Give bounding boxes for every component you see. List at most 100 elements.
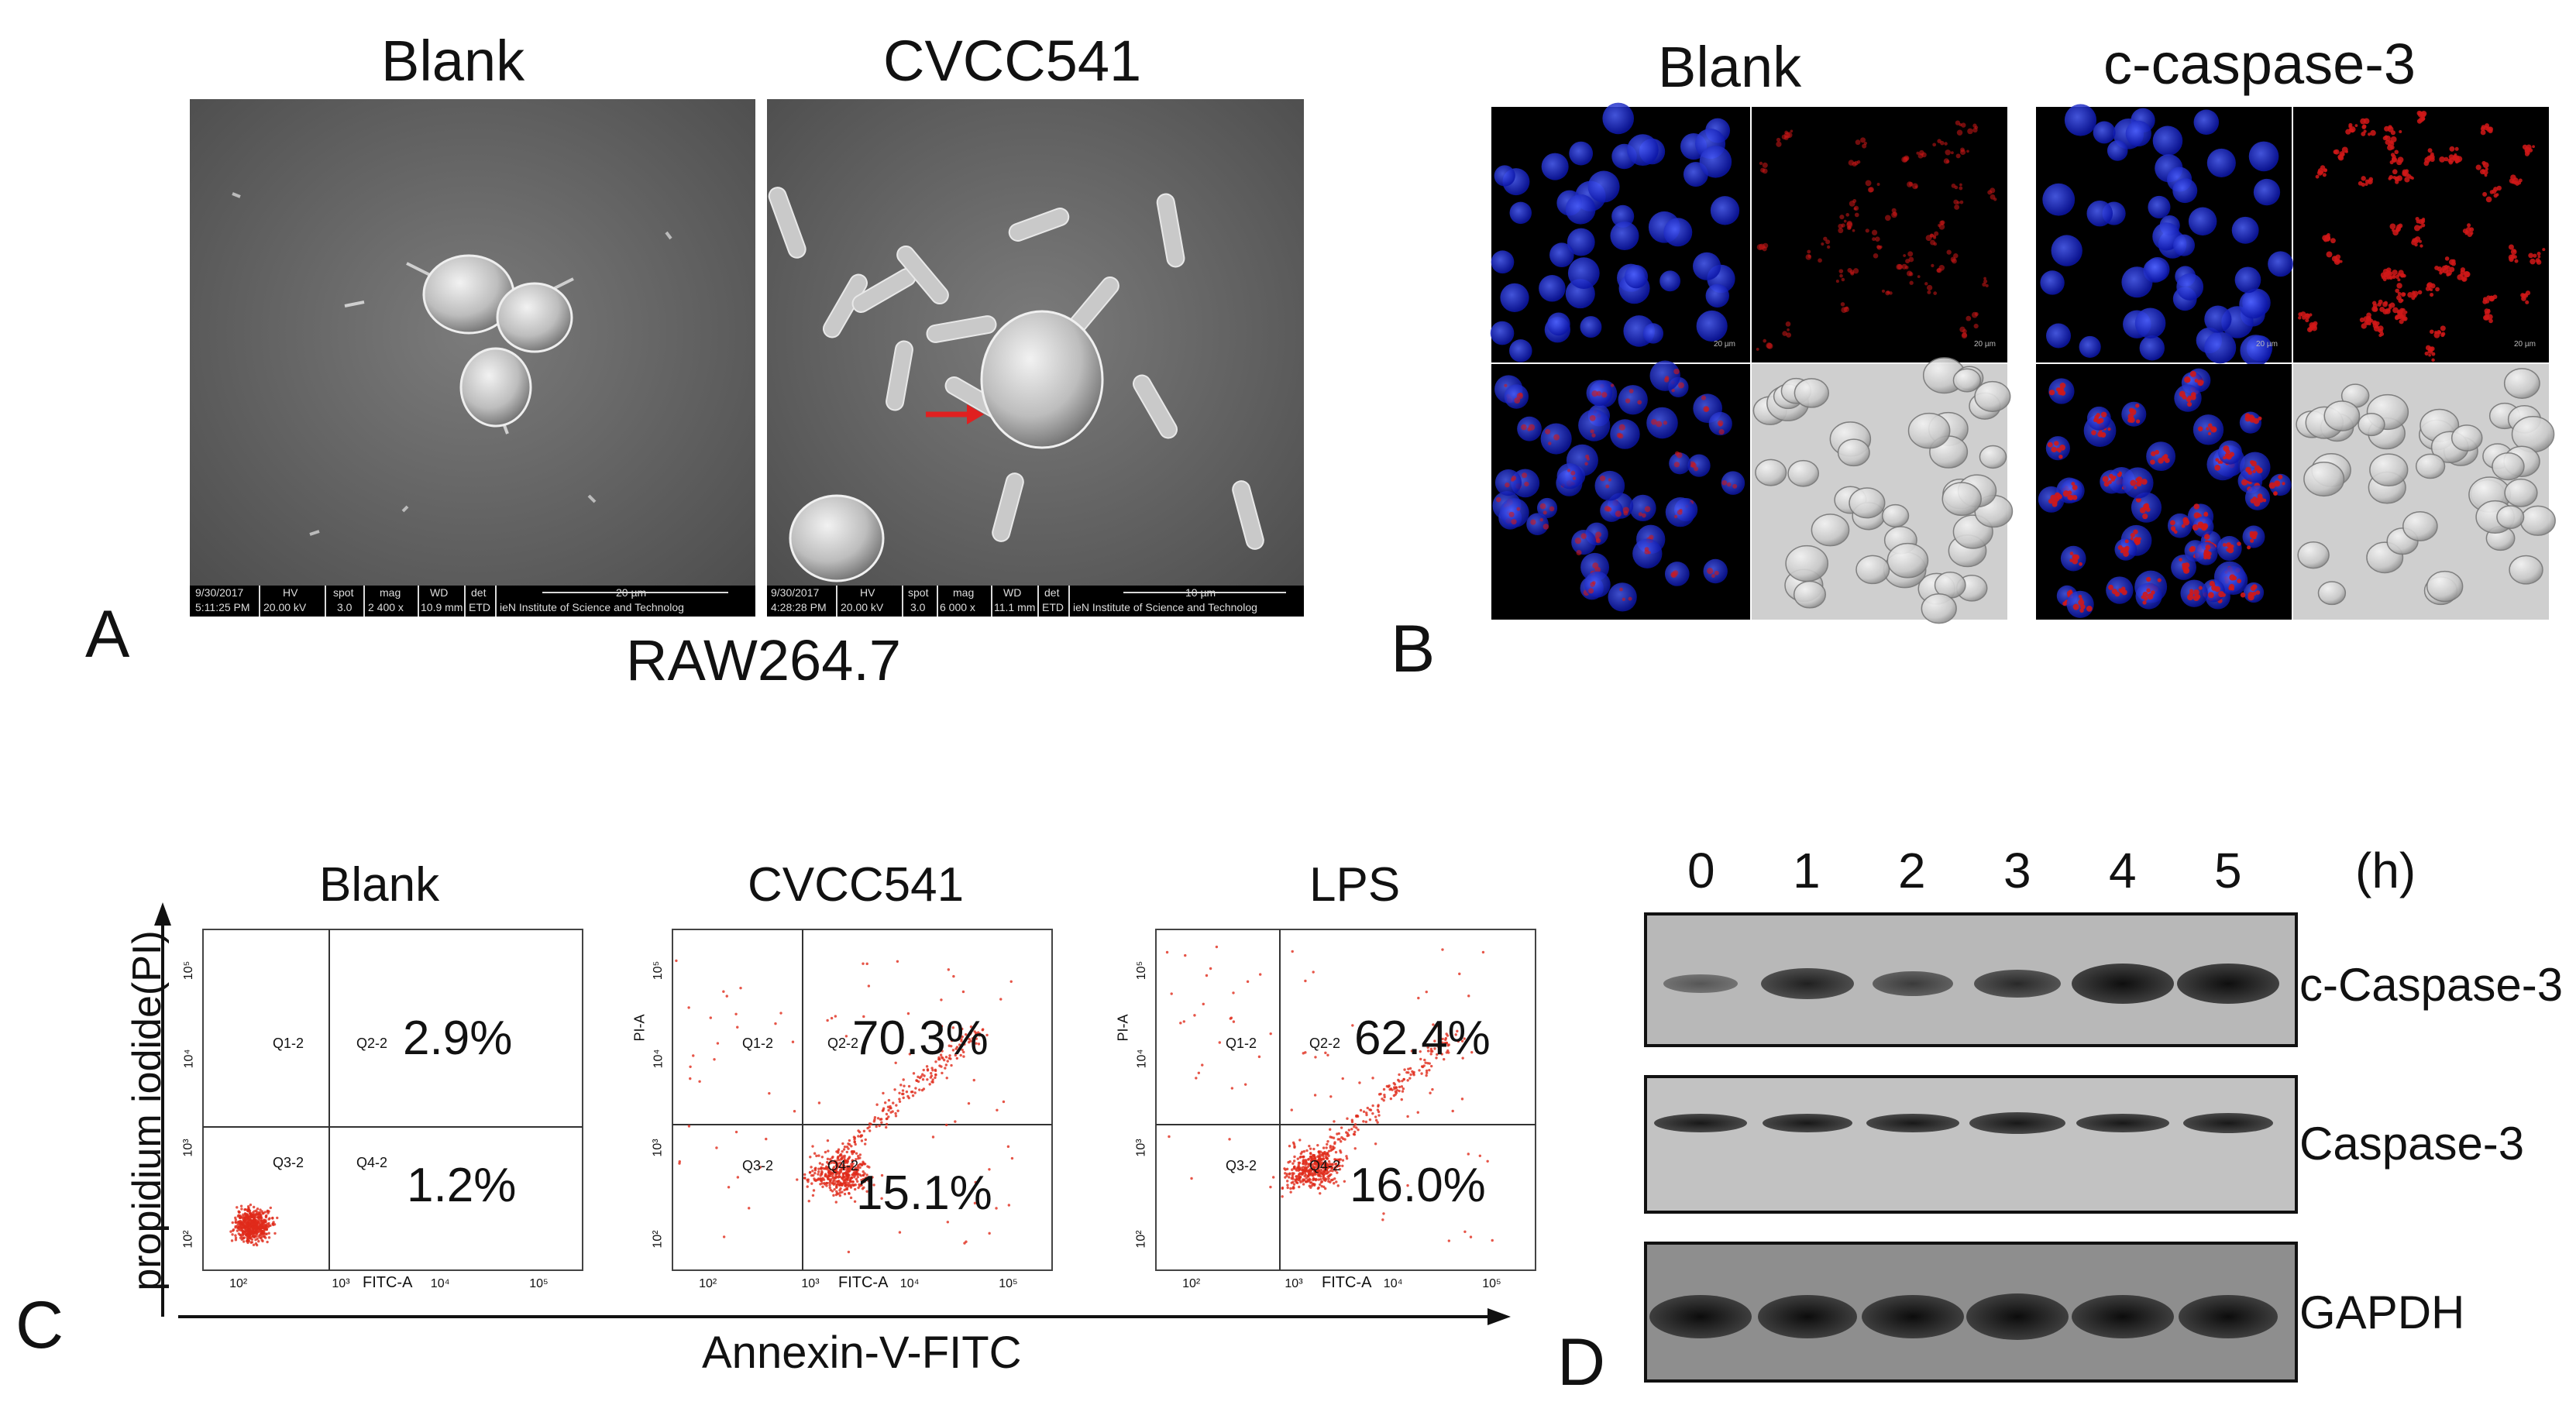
dapi-channel-blank [1490, 102, 1740, 362]
blot-label-gapdh: GAPDH [2299, 1286, 2465, 1338]
y-tick-label: 10⁵ [652, 960, 665, 981]
x-tick-label: 10² [699, 1277, 717, 1290]
flow-y-subtitle: PI-A [1115, 1014, 1131, 1042]
y-tick-label: 10² [651, 1230, 665, 1249]
band [1654, 1114, 1747, 1132]
y-tick-label: 10² [1134, 1230, 1148, 1249]
band [1862, 1295, 1964, 1338]
hour-1: 1 [1793, 843, 1821, 898]
x-tick-label: 10² [229, 1277, 248, 1290]
pct-lower-right-blank: 1.2% [407, 1159, 517, 1212]
flow-title-blank: Blank [319, 858, 440, 912]
x-tick-label: 10⁴ [430, 1277, 450, 1290]
band [1866, 1114, 1959, 1132]
fluor-title-ccaspase: c-caspase-3 [2103, 32, 2416, 96]
band [1873, 971, 1953, 996]
dic-channel-ccaspase [2296, 368, 2556, 606]
x-tick-label: 10⁵ [529, 1277, 549, 1290]
band [1761, 968, 1854, 999]
sem-image-blank [190, 99, 755, 617]
panel-letter-c: C [15, 1288, 64, 1362]
fluorescence-ccaspase [2036, 104, 2556, 620]
blot-gapdh [1644, 1242, 2298, 1383]
flow-plot [202, 929, 583, 1271]
band [1763, 1114, 1852, 1132]
dapi-channel-ccaspase [2040, 104, 2294, 366]
sem-image-cvcc541 [767, 99, 1304, 617]
panel-letter-d: D [1557, 1325, 1606, 1400]
hour-5: 5 [2214, 843, 2242, 898]
flow-x-subtitle: FITC-A [1322, 1274, 1372, 1291]
band [1663, 974, 1738, 993]
hour-4: 4 [2109, 843, 2137, 898]
blot-label-c-caspase3: c-Caspase-3 [2299, 959, 2564, 1011]
y-tick-label: 10³ [651, 1139, 665, 1157]
cell-line-label: RAW264.7 [626, 628, 902, 692]
hour-0: 0 [1687, 843, 1715, 898]
merge-channel-ccaspase [2038, 368, 2292, 618]
flow-title-cvcc541: CVCC541 [748, 858, 965, 912]
sem-info-bar-1 [190, 586, 755, 617]
flow-plots [202, 929, 1536, 1271]
sem-title-cvcc541: CVCC541 [883, 29, 1142, 93]
y-axis-title: propidium iodide(PI) [125, 930, 170, 1291]
scale-label: 20 µm [1974, 340, 1996, 349]
band [1969, 1112, 2065, 1134]
hour-3: 3 [2003, 843, 2031, 898]
x-tick-label: 10² [1182, 1277, 1201, 1290]
y-tick-label: 10⁵ [1135, 960, 1149, 981]
x-axis-title: Annexin-V-FITC [702, 1328, 1022, 1378]
y-tick-label: 10⁴ [1135, 1049, 1149, 1069]
x-tick-label: 10⁵ [999, 1277, 1018, 1290]
blot-c-caspase3 [1644, 912, 2298, 1047]
fluor-title-blank: Blank [1658, 35, 1802, 99]
band [2183, 1113, 2273, 1133]
band [2076, 1114, 2169, 1132]
pct-upper-right-blank: 2.9% [403, 1012, 513, 1065]
x-tick-label: 10³ [332, 1277, 350, 1290]
sem-info-bar-2 [767, 586, 1304, 617]
panel-letter-a: A [85, 597, 130, 672]
blot-label-caspase3: Caspase-3 [2299, 1118, 2525, 1170]
band [2072, 1295, 2174, 1338]
flow-plot [672, 929, 1053, 1271]
sem-infected-cell [980, 310, 1104, 449]
dic-channel-blank [1752, 357, 2014, 624]
red-arrow [926, 404, 984, 424]
fluorescence-blank [1490, 102, 2014, 624]
y-tick-label: 10⁴ [182, 1049, 196, 1069]
x-tick-label: 10⁴ [1383, 1277, 1403, 1290]
band [1758, 1295, 1857, 1338]
pct-upper-right-lps: 62.4% [1354, 1012, 1491, 1065]
x-tick-label: 10³ [1285, 1277, 1303, 1290]
blot-caspase3 [1644, 1075, 2298, 1214]
band [1966, 1293, 2069, 1340]
y-tick-label: 10⁵ [182, 960, 196, 981]
caspase-channel-ccaspase [2298, 110, 2546, 362]
y-tick-label: 10³ [181, 1139, 195, 1157]
pct-lower-right-lps: 16.0% [1350, 1159, 1486, 1212]
caspase-channel-blank [1756, 120, 1997, 351]
hour-2: 2 [1898, 843, 1926, 898]
merge-channel-blank [1492, 360, 1745, 612]
x-tick-label: 10⁵ [1482, 1277, 1501, 1290]
scale-label: 20 µm [1714, 340, 1735, 349]
flow-axes [154, 902, 1511, 1325]
scale-label: 20 µm [2514, 340, 2536, 349]
flow-plot [1155, 929, 1536, 1271]
x-tick-label: 10⁴ [899, 1277, 920, 1290]
sem-title-blank: Blank [381, 29, 525, 93]
pct-lower-right-cvcc541: 15.1% [856, 1166, 992, 1220]
scale-label: 20 µm [2256, 340, 2278, 349]
y-tick-label: 10² [181, 1230, 195, 1249]
band [1649, 1295, 1752, 1338]
flow-x-subtitle: FITC-A [838, 1274, 889, 1291]
band [1974, 970, 2061, 998]
band [2177, 964, 2279, 1004]
band [2179, 1295, 2278, 1338]
flow-title-lps: LPS [1309, 858, 1401, 912]
band [2072, 964, 2174, 1004]
sem-cells-blank [232, 192, 672, 536]
